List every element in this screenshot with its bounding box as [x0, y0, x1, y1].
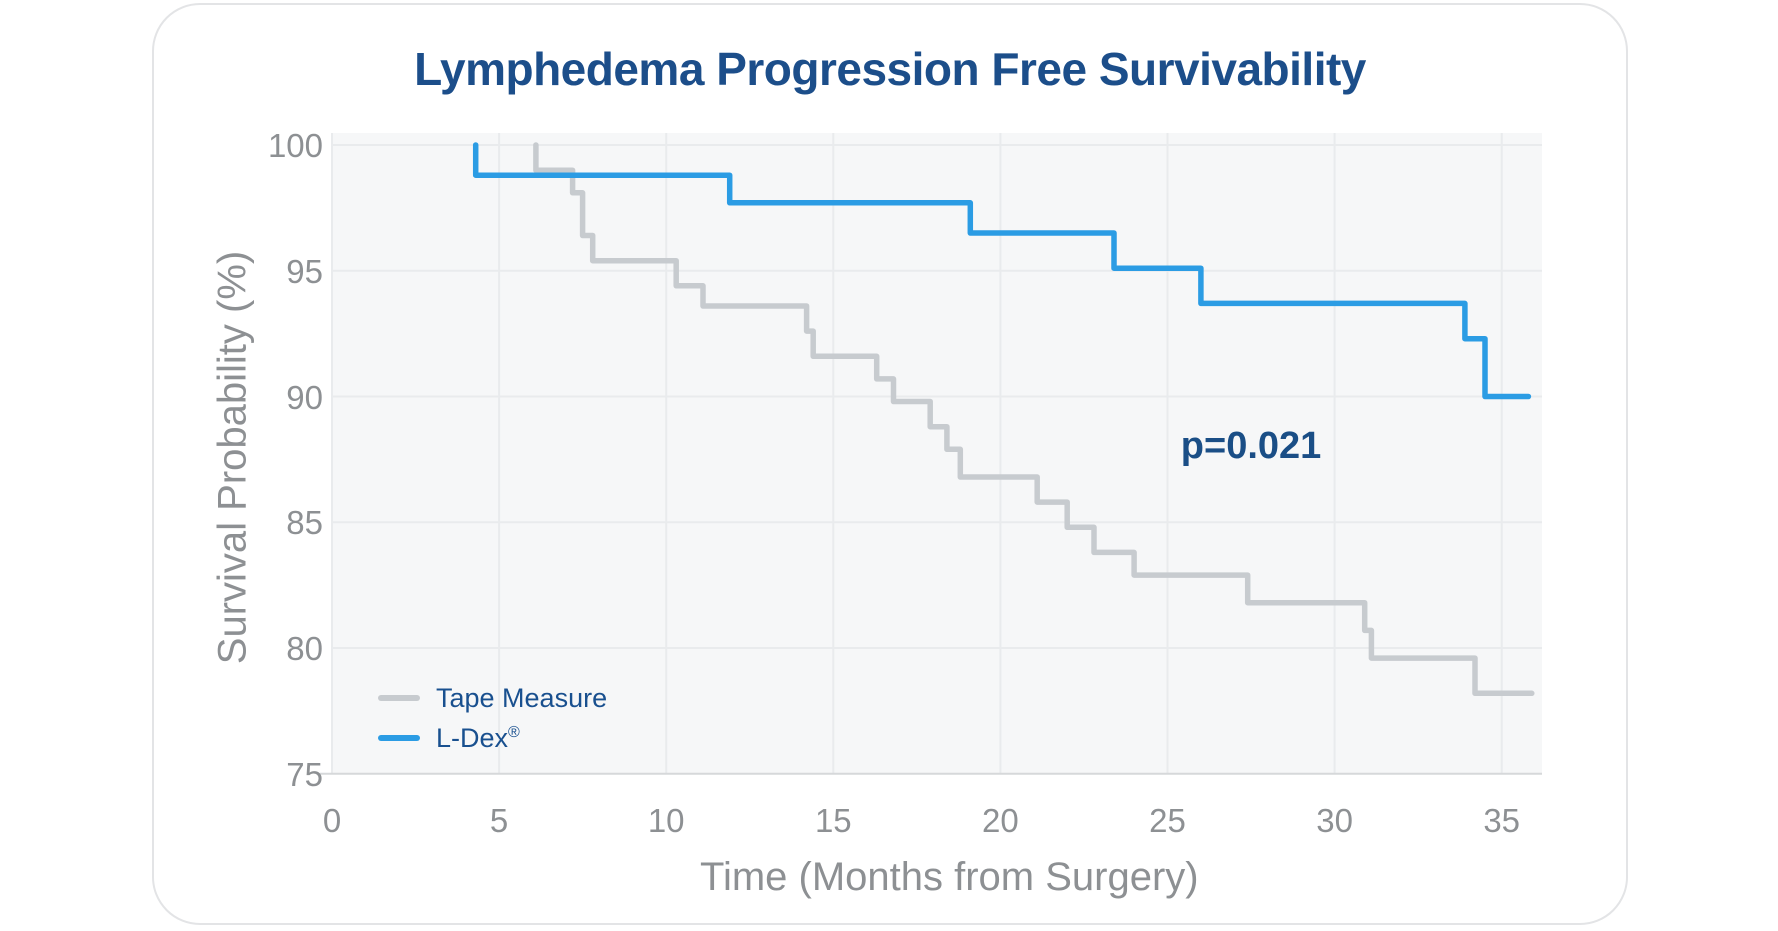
- chart-title: Lymphedema Progression Free Survivabilit…: [414, 43, 1366, 95]
- y-tick-label: 80: [286, 630, 323, 667]
- y-tick-label: 100: [267, 127, 323, 164]
- x-tick-label: 35: [1483, 802, 1521, 839]
- x-axis-title: Time (Months from Surgery): [700, 855, 1199, 899]
- legend-label-ldex: L-Dex®: [436, 722, 520, 753]
- legend-item-tape-measure: Tape Measure: [378, 681, 607, 715]
- x-tick-label: 5: [489, 802, 509, 839]
- x-tick-label: 30: [1316, 802, 1353, 839]
- y-tick-label: 95: [286, 252, 323, 290]
- legend-item-ldex: L-Dex®: [378, 721, 607, 755]
- y-axis-title: Survival Probability (%): [210, 250, 255, 665]
- y-tick-label: 85: [286, 504, 323, 542]
- y-tick-label: 90: [286, 378, 323, 416]
- legend: Tape Measure L-Dex®: [378, 681, 607, 755]
- p-value-annotation: p=0.021: [1180, 425, 1322, 468]
- series-line-tape-measure: [533, 142, 1535, 697]
- legend-label-tape-measure: Tape Measure: [436, 682, 608, 713]
- plot-background: [332, 133, 1542, 774]
- x-tick-label: 10: [647, 802, 685, 839]
- tape-measure-line-swatch: [378, 695, 420, 701]
- x-tick-label: 20: [982, 802, 1019, 839]
- x-tick-label: 25: [1149, 802, 1186, 839]
- x-tick-label: 0: [322, 802, 342, 839]
- series-line-l-dex: [472, 142, 1532, 400]
- y-tick-label: 75: [286, 755, 323, 793]
- ldex-line-swatch: [378, 735, 420, 741]
- x-tick-label: 15: [814, 802, 852, 839]
